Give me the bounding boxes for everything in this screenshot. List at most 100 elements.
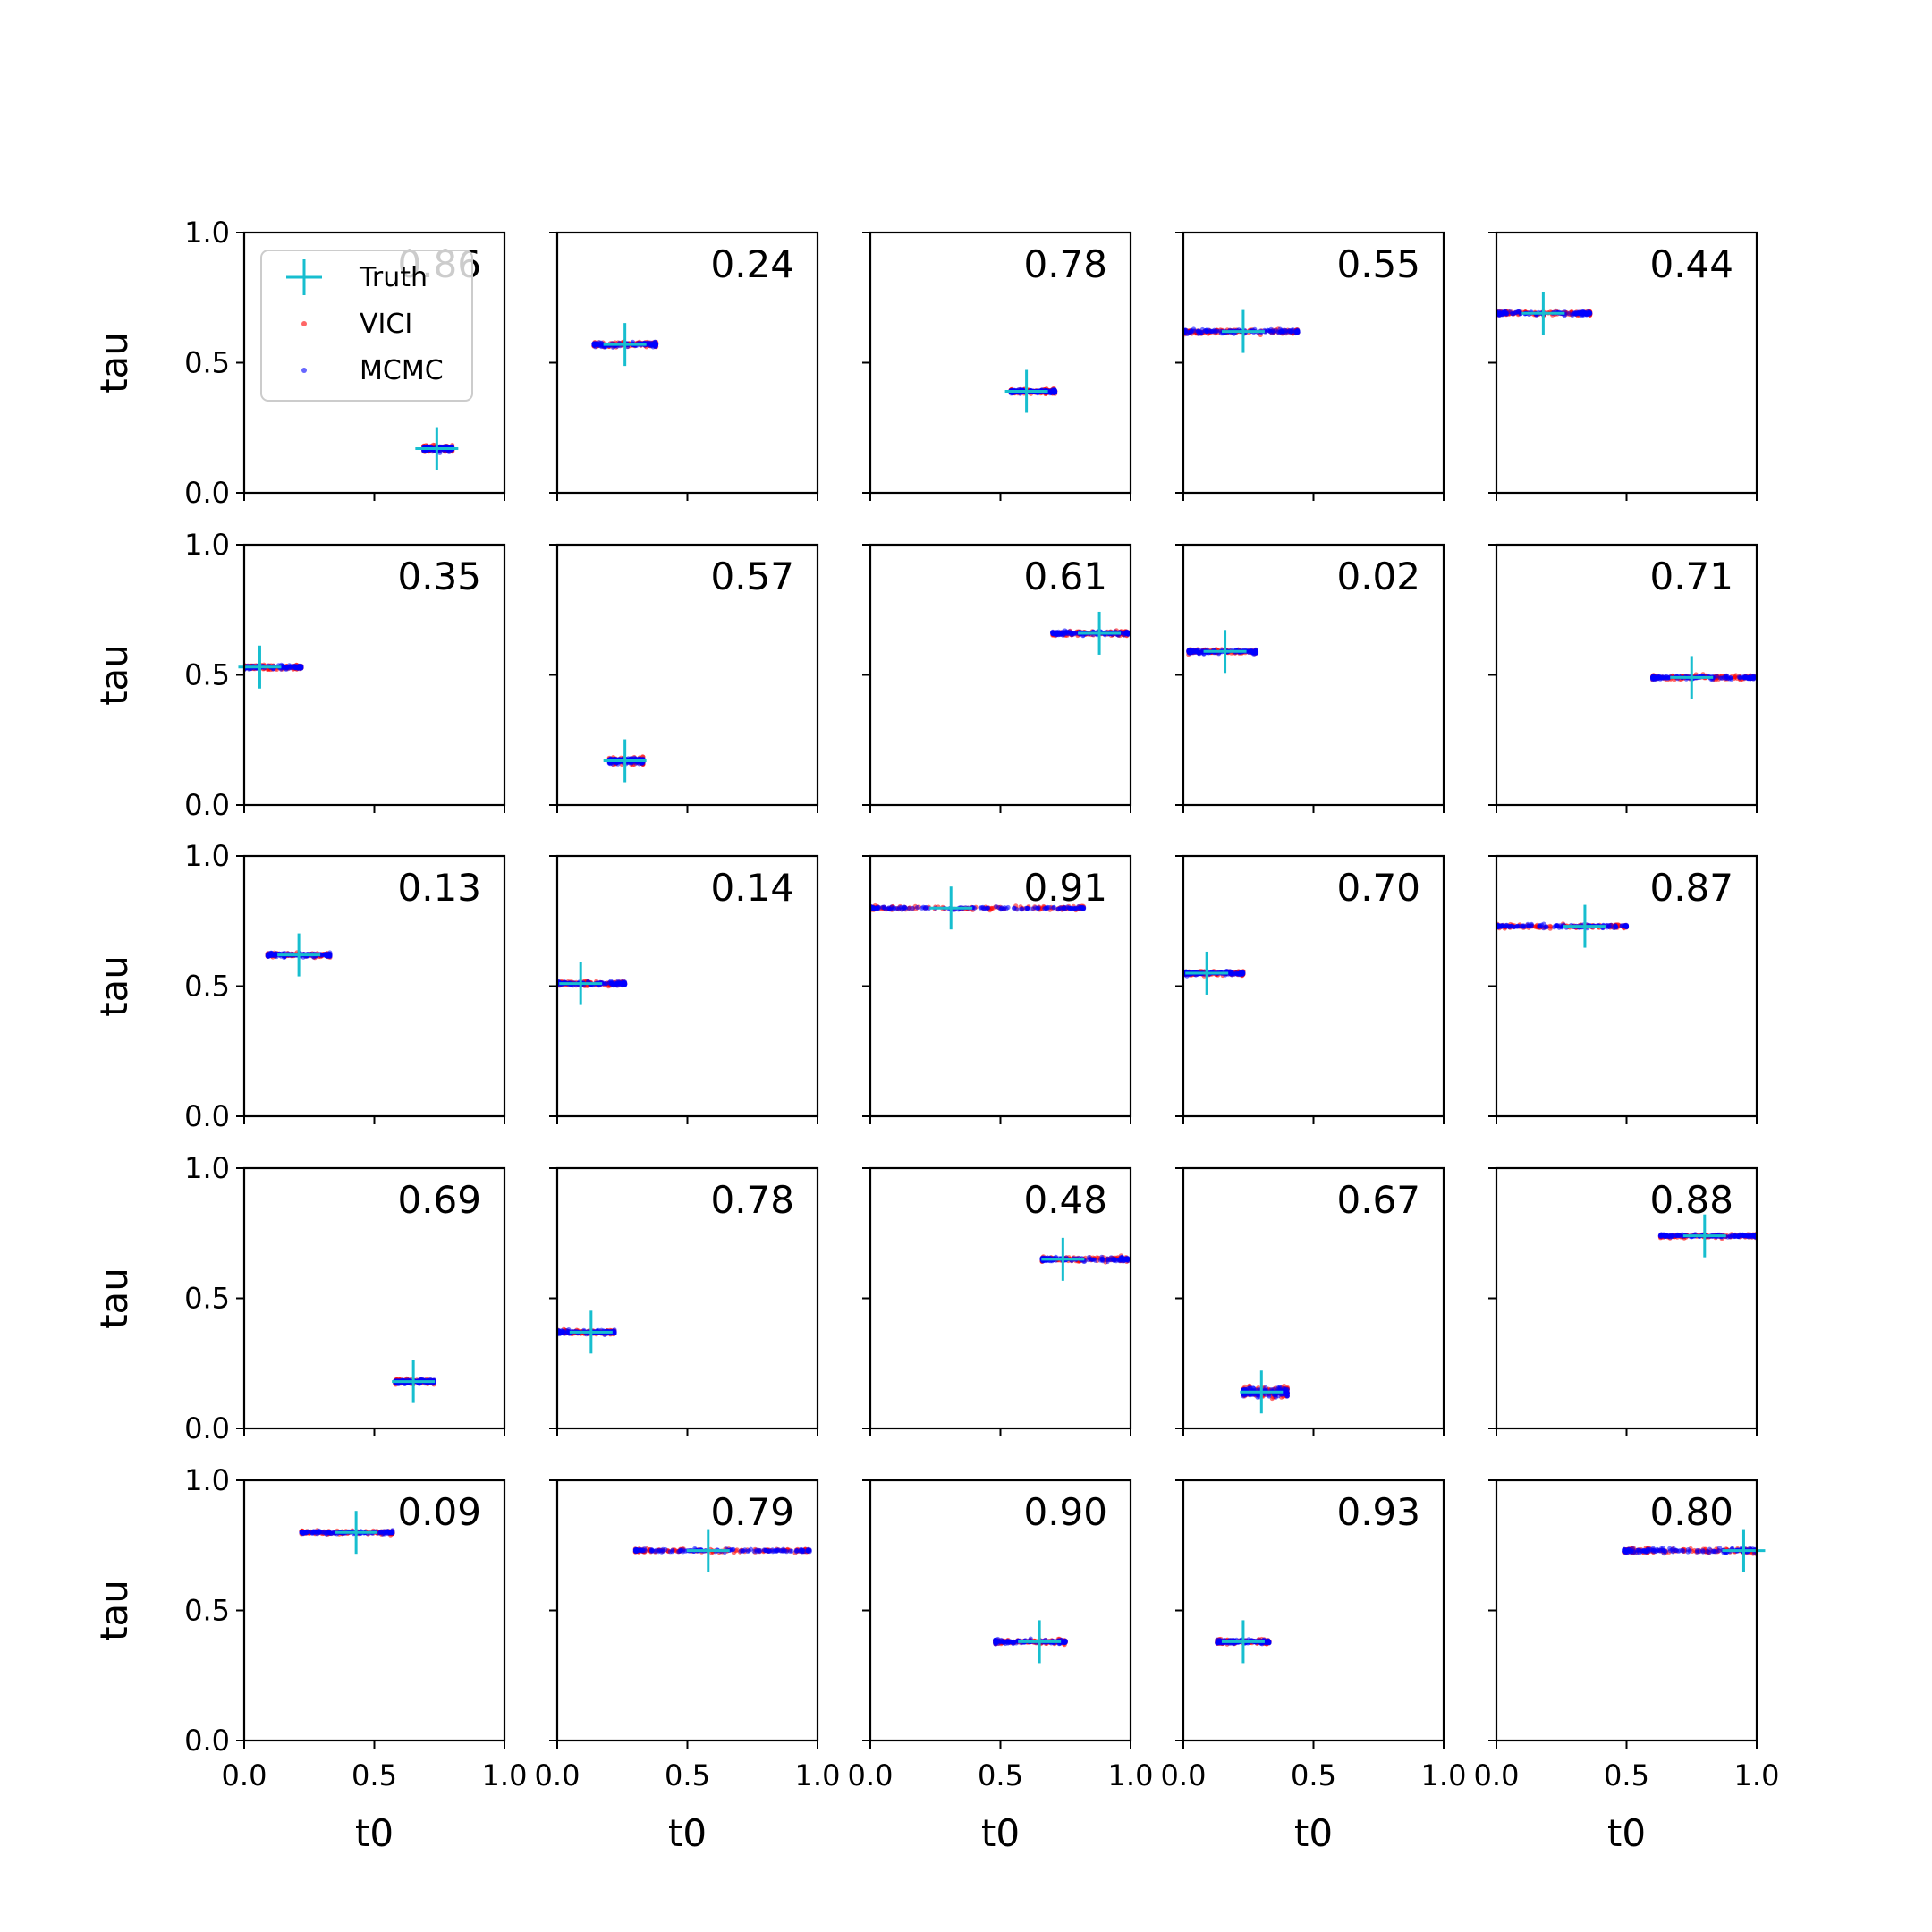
mcmc-point xyxy=(1052,631,1057,637)
mcmc-point xyxy=(1019,906,1024,911)
mcmc-point xyxy=(1005,904,1011,911)
mcmc-point xyxy=(603,981,609,987)
mcmc-point xyxy=(293,665,299,671)
mcmc-point xyxy=(1588,311,1593,317)
mcmc-point xyxy=(1001,906,1006,911)
y-tick-label: 0.0 xyxy=(184,476,230,510)
mcmc-point xyxy=(326,953,331,958)
mcmc-point xyxy=(591,343,597,348)
subplot-17: 0.78 xyxy=(549,1166,819,1436)
subplot-3: 0.78 xyxy=(862,231,1132,501)
truth-marker xyxy=(1563,904,1606,948)
mcmc-point xyxy=(994,904,999,910)
panel-label: 0.14 xyxy=(710,866,794,910)
mcmc-point xyxy=(1246,648,1251,654)
mcmc-point xyxy=(870,904,876,910)
mcmc-point xyxy=(1295,329,1301,335)
truth-marker xyxy=(1221,309,1265,353)
y-tick-label: 0.5 xyxy=(184,658,230,692)
truth-marker xyxy=(1004,369,1048,413)
mcmc-point xyxy=(1045,904,1050,910)
panel-label: 0.61 xyxy=(1023,555,1107,598)
y-axis-label: tau xyxy=(92,332,136,394)
mcmc-point xyxy=(1725,675,1731,681)
panel-label: 0.71 xyxy=(1649,555,1733,598)
y-tick-label: 0.5 xyxy=(184,346,230,380)
mcmc-point xyxy=(1025,905,1030,911)
mcmc-point xyxy=(902,905,908,911)
mcmc-point xyxy=(1717,675,1723,681)
mcmc-point xyxy=(1525,921,1530,927)
mcmc-point xyxy=(322,952,327,957)
y-tick-label: 1.0 xyxy=(184,839,230,873)
panel-label: 0.35 xyxy=(397,555,481,598)
mcmc-point xyxy=(896,906,902,912)
panel-label: 0.13 xyxy=(397,866,481,910)
subplot-2: 0.24 xyxy=(549,231,819,501)
mcmc-point xyxy=(1514,923,1520,928)
y-tick-label: 0.0 xyxy=(184,788,230,822)
mcmc-point xyxy=(1521,923,1526,929)
mcmc-point xyxy=(1072,631,1077,637)
mcmc-point xyxy=(882,905,887,911)
truth-marker xyxy=(392,1360,436,1403)
mcmc-point xyxy=(653,342,659,347)
panel-label: 0.24 xyxy=(710,242,794,286)
mcmc-point xyxy=(1253,649,1258,655)
truth-marker xyxy=(929,886,973,930)
mcmc-point xyxy=(1557,923,1563,928)
mcmc-point xyxy=(1497,923,1503,928)
mcmc-point xyxy=(299,664,304,669)
subplot-9: 0.02 xyxy=(1175,543,1445,813)
mcmc-point xyxy=(1291,327,1296,333)
mcmc-point xyxy=(1187,648,1192,654)
mcmc-point xyxy=(1233,971,1239,977)
mcmc-point xyxy=(1736,674,1741,680)
mcmc-point xyxy=(891,906,896,911)
mcmc-point xyxy=(1513,310,1519,316)
subplot-5: 0.44 xyxy=(1488,231,1758,501)
mcmc-point xyxy=(1507,309,1513,315)
mcmc-point xyxy=(1197,329,1202,335)
mcmc-point xyxy=(1199,649,1204,655)
truth-marker xyxy=(1185,951,1229,995)
truth-marker xyxy=(1521,292,1565,335)
mcmc-point xyxy=(1050,388,1055,394)
mcmc-point xyxy=(1241,970,1246,976)
mcmc-point xyxy=(615,979,621,984)
y-tick-label: 0.0 xyxy=(184,1411,230,1445)
mcmc-point xyxy=(1623,923,1629,928)
mcmc-point xyxy=(1503,924,1509,929)
mcmc-point xyxy=(1652,677,1657,682)
scatter-points xyxy=(870,902,1087,913)
mcmc-point xyxy=(1541,926,1546,931)
scatter-points xyxy=(1496,921,1630,931)
y-tick-label: 0.0 xyxy=(184,1099,230,1133)
mcmc-point xyxy=(910,905,915,911)
panel-label: 0.44 xyxy=(1649,242,1733,286)
truth-marker xyxy=(1203,630,1247,674)
mcmc-point xyxy=(1751,674,1757,680)
mcmc-point xyxy=(597,343,603,348)
subplot-10: 0.71 xyxy=(1488,543,1758,813)
mcmc-point xyxy=(1283,328,1288,334)
mcmc-point xyxy=(611,982,616,987)
mcmc-point xyxy=(1287,327,1292,334)
truth-marker xyxy=(603,323,647,367)
mcmc-point xyxy=(1250,648,1255,654)
panel-label: 0.70 xyxy=(1336,866,1420,910)
mcmc-point xyxy=(1743,674,1749,680)
mcmc-point xyxy=(1566,310,1572,317)
truth-marker xyxy=(1670,656,1714,699)
mcmc-point xyxy=(1273,328,1278,334)
mcmc-point xyxy=(1011,905,1017,911)
mcmc-point xyxy=(1660,674,1665,680)
mcmc-point xyxy=(1125,631,1131,638)
mcmc-point xyxy=(1212,327,1217,333)
mcmc-point xyxy=(1062,904,1067,910)
